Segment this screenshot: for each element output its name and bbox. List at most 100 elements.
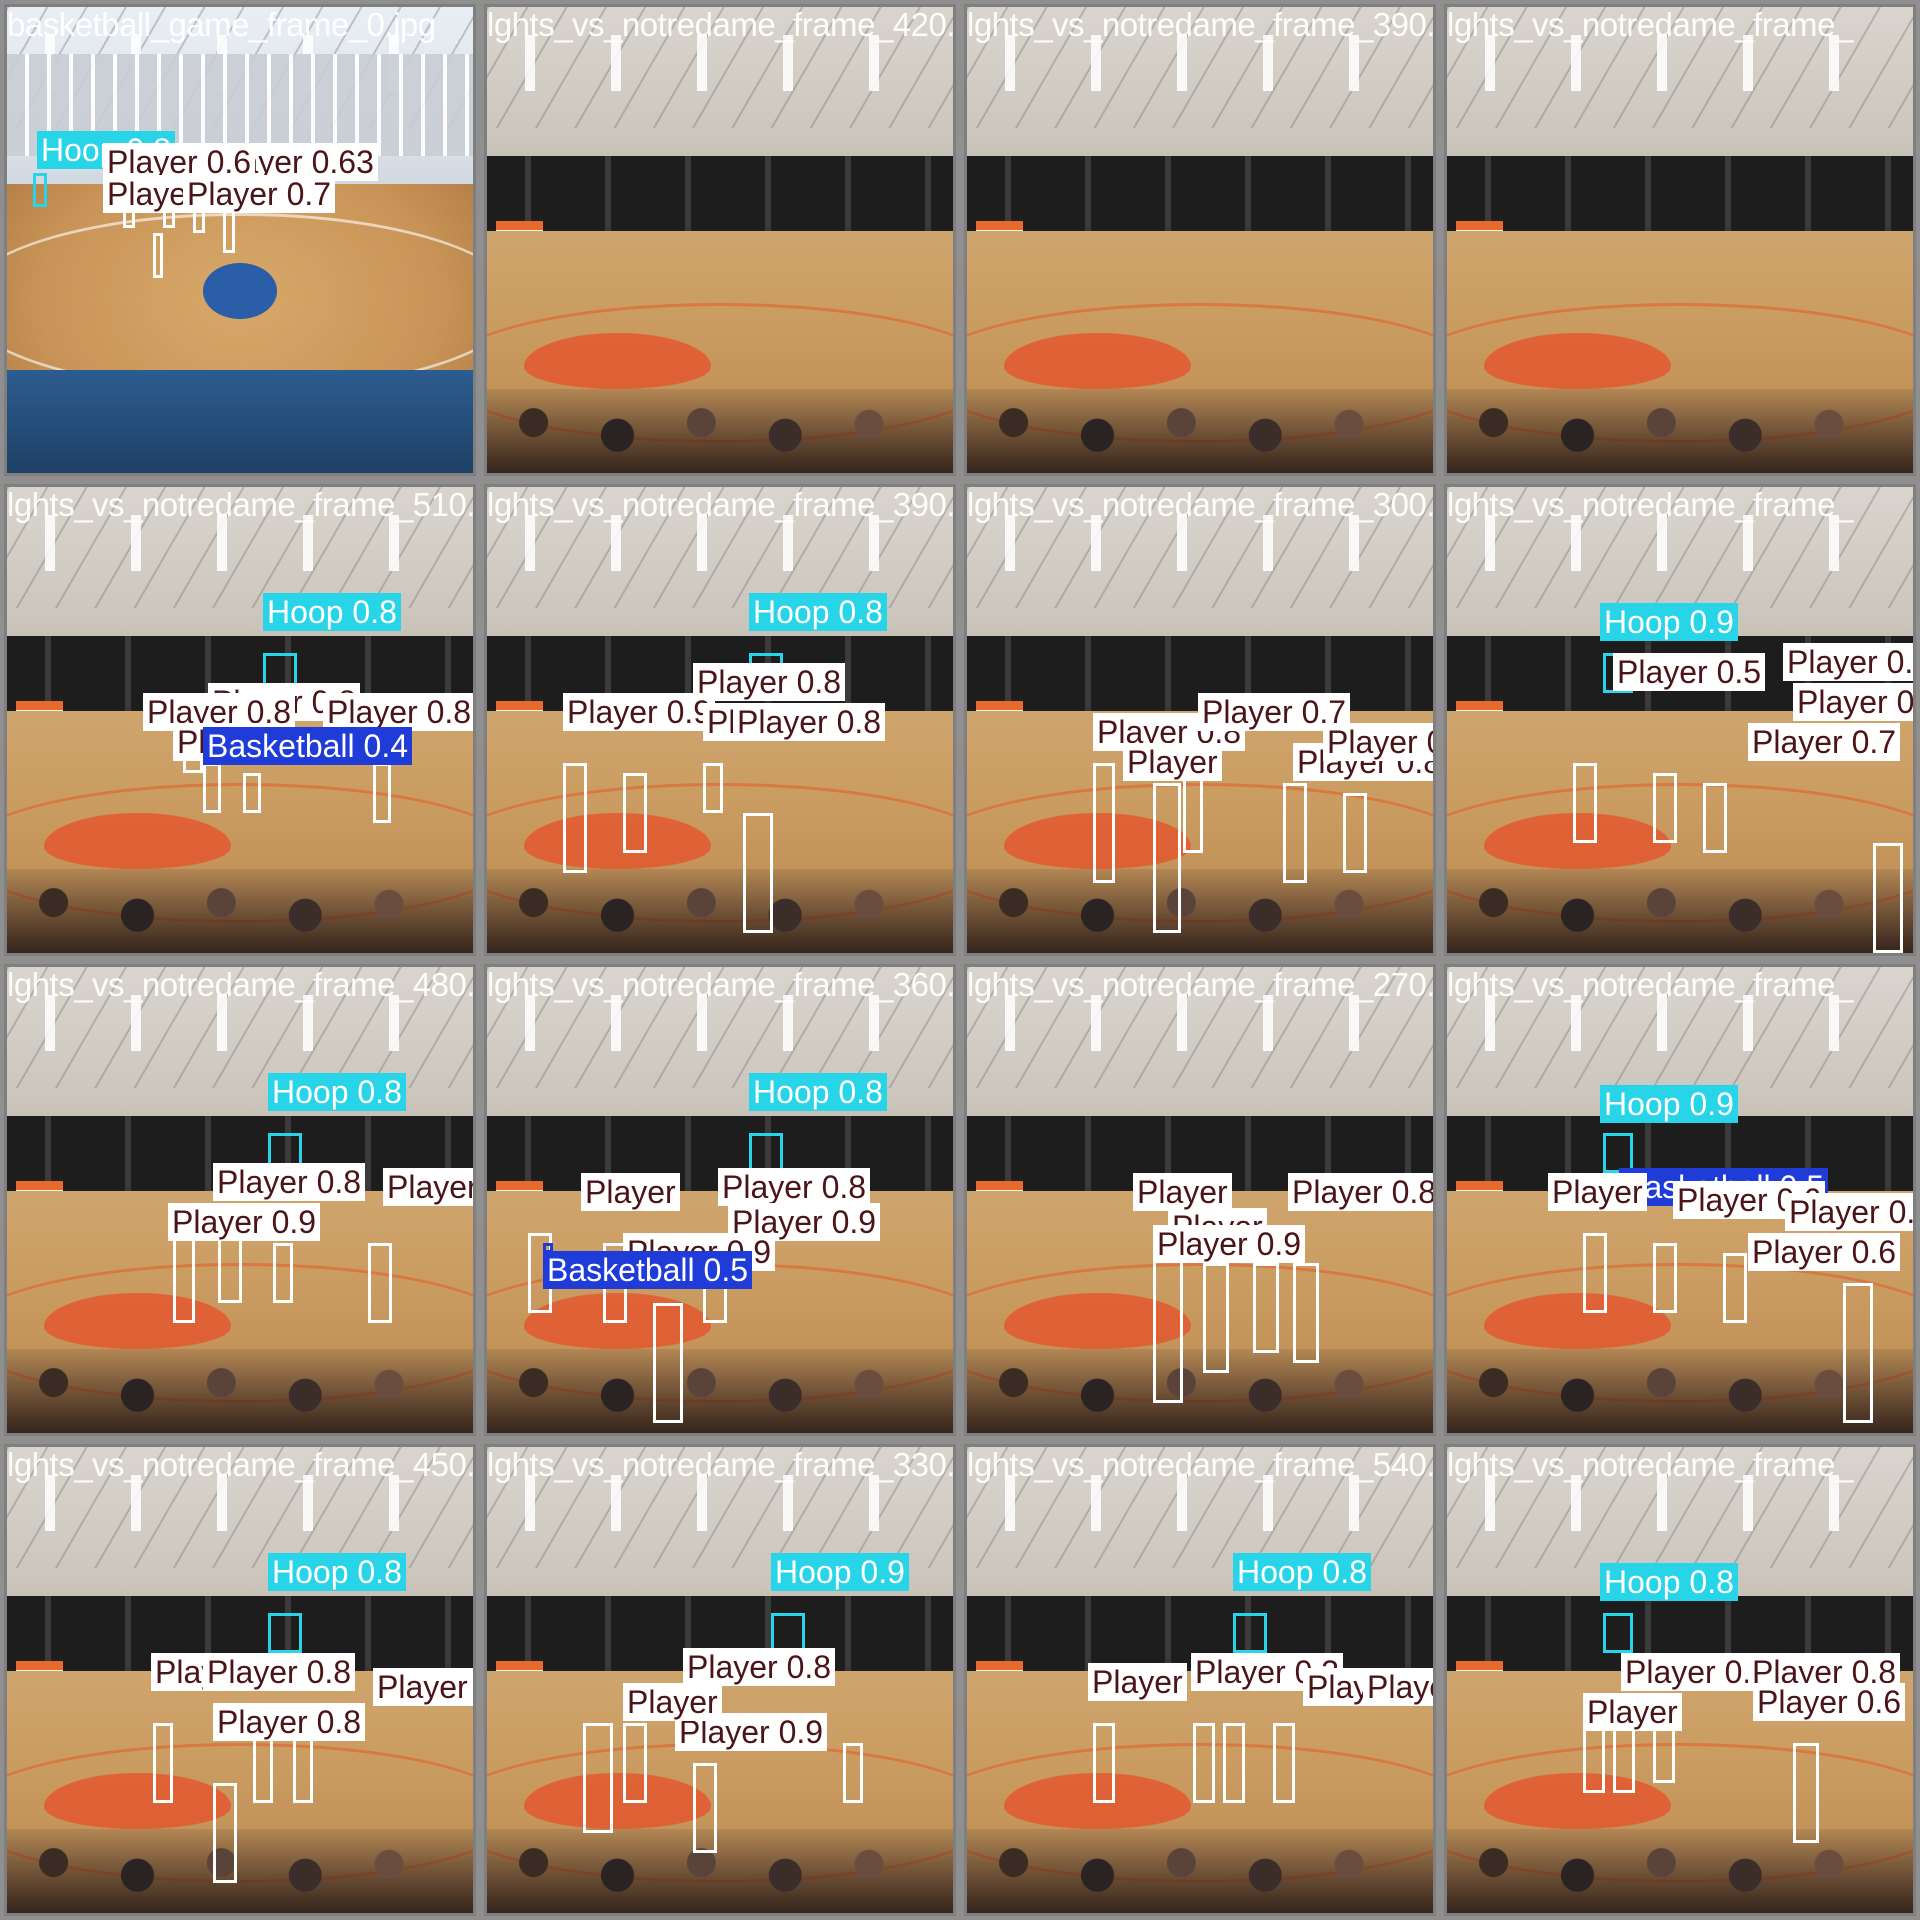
player-detection-label: Player 0.8: [323, 693, 473, 731]
player-detection-box: [1723, 1253, 1747, 1323]
player-detection-box: [1703, 783, 1727, 853]
player-detection-box: [743, 813, 773, 933]
court-image: [7, 487, 473, 953]
hoop-detection-label: Hoop 0.8: [749, 1073, 887, 1111]
tile-filename-title: lghts_vs_notredame_frame_330.jpg: [487, 1446, 956, 1483]
player-detection-label: Player: [1123, 743, 1222, 781]
player-detection-label: Player 0.9: [1793, 683, 1913, 721]
hoop-detection-label: Hoop 0.9: [771, 1553, 909, 1591]
player-detection-label: Player 0.8: [213, 1703, 366, 1741]
player-detection-label: Player: [1088, 1663, 1187, 1701]
player-detection-label: Player 0.3: [1621, 1653, 1774, 1691]
court-image: [7, 7, 473, 473]
court-image: [487, 1447, 953, 1913]
player-detection-box: [1583, 1233, 1607, 1313]
player-detection-label: Player 0.9: [1153, 1225, 1306, 1263]
player-detection-box: [1583, 1723, 1605, 1793]
player-detection-box: [693, 1763, 717, 1853]
player-detection-label: Player 0.6: [1753, 1683, 1906, 1721]
hoop-detection-label: Hoop 0.8: [263, 593, 401, 631]
player-detection-box: [273, 1243, 293, 1303]
player-detection-label: Player 0.8: [213, 1163, 366, 1201]
player-detection-box: [1653, 773, 1677, 843]
player-detection-box: [153, 233, 163, 278]
hoop-detection-label: Hoop 0.8: [1600, 1563, 1738, 1601]
player-detection-label: Player: [1583, 1693, 1682, 1731]
player-detection-box: [1793, 1743, 1819, 1843]
tile-filename-title: lghts_vs_notredame_frame_390.jpg: [487, 486, 956, 523]
court-image: [487, 7, 953, 473]
player-detection-label: Player 0.6: [1748, 1233, 1901, 1271]
tile-filename-title: lghts_vs_notredame_frame_300.jpg: [967, 486, 1436, 523]
player-detection-box: [1223, 1723, 1245, 1803]
tile-filename-title: lghts_vs_notredame_frame_480.jpg: [7, 966, 476, 1003]
player-detection-label: Player 0.8: [733, 703, 886, 741]
hoop-detection-box: [771, 1613, 805, 1653]
tile-filename-title: lghts_vs_notredame_frame_: [1447, 486, 1853, 523]
hoop-detection-label: Hoop 0.9: [1600, 1085, 1738, 1123]
hoop-detection-label: Hoop 0.8: [749, 593, 887, 631]
player-detection-box: [843, 1743, 863, 1803]
player-detection-label: Player 0.8: [383, 1168, 473, 1206]
player-detection-label: Player: [623, 1683, 722, 1721]
hoop-detection-box: [1233, 1613, 1267, 1653]
player-detection-box: [153, 1723, 173, 1803]
player-detection-label: Player 0.8: [203, 1653, 356, 1691]
hoop-detection-box: [1603, 1613, 1633, 1653]
player-detection-label: Player 0.8: [718, 1168, 871, 1206]
tile-filename-title: basketball_game_frame_0.jpg: [7, 6, 436, 43]
mosaic-tile: Hoop 0.8 Player 0.3 Player 0.8 Player 0.6 Pl…: [1444, 1444, 1916, 1916]
player-detection-box: [203, 763, 221, 813]
player-detection-box: [623, 1723, 647, 1803]
hoop-detection-box: [33, 173, 47, 207]
hoop-detection-label: Hoop 0.8: [268, 1073, 406, 1111]
player-detection-box: [1253, 1263, 1279, 1353]
player-detection-box: [1613, 1723, 1635, 1793]
player-detection-box: [703, 763, 723, 813]
player-detection-label: Player: [1548, 1173, 1647, 1211]
court-image: [487, 487, 953, 953]
player-detection-box: [1843, 1283, 1873, 1423]
tile-filename-title: lghts_vs_notredame_frame_: [1447, 1446, 1853, 1483]
player-detection-box: [213, 1783, 237, 1883]
player-detection-box: [1273, 1723, 1295, 1803]
player-detection-label: Player 0.8: [683, 1648, 836, 1686]
player-detection-label: Player 0.7: [1748, 723, 1901, 761]
player-detection-box: [1873, 843, 1903, 953]
tile-filename-title: lghts_vs_notredame_frame_: [1447, 6, 1853, 43]
player-detection-label: Player 0.8: [693, 663, 846, 701]
hoop-detection-box: [749, 1133, 783, 1173]
player-detection-label: Player 0.5: [1613, 653, 1766, 691]
player-detection-box: [1203, 1263, 1229, 1373]
player-detection-label: Player 0.6: [103, 143, 256, 181]
player-detection-label: Player 0.8: [1785, 1193, 1913, 1231]
player-detection-label: Player: [581, 1173, 680, 1211]
player-detection-box: [1653, 1243, 1677, 1313]
court-image: [967, 967, 1433, 1433]
player-detection-box: [1093, 1723, 1115, 1803]
player-detection-box: [243, 773, 261, 813]
player-detection-label: Player 0.7: [1198, 693, 1351, 731]
player-detection-box: [583, 1723, 613, 1833]
player-detection-label: Player 0.9: [168, 1203, 321, 1241]
court-image: [967, 7, 1433, 473]
ball-detection-label: Basketball 0.5: [543, 1251, 753, 1289]
player-detection-box: [623, 773, 647, 853]
tile-filename-title: lghts_vs_notredame_frame_420.jpg: [487, 6, 956, 43]
hoop-detection-label: Hoop 0.9: [1600, 603, 1738, 641]
court-image: [1447, 7, 1913, 473]
court-image: [967, 1447, 1433, 1913]
player-detection-box: [368, 1243, 392, 1323]
mosaic-tile: Player 0.8 Player 0.7 Player Player 0.8 Play…: [964, 484, 1436, 956]
hoop-detection-label: Hoop 0.8: [268, 1553, 406, 1591]
tile-filename-title: lghts_vs_notredame_frame_390.jpg: [967, 6, 1436, 43]
